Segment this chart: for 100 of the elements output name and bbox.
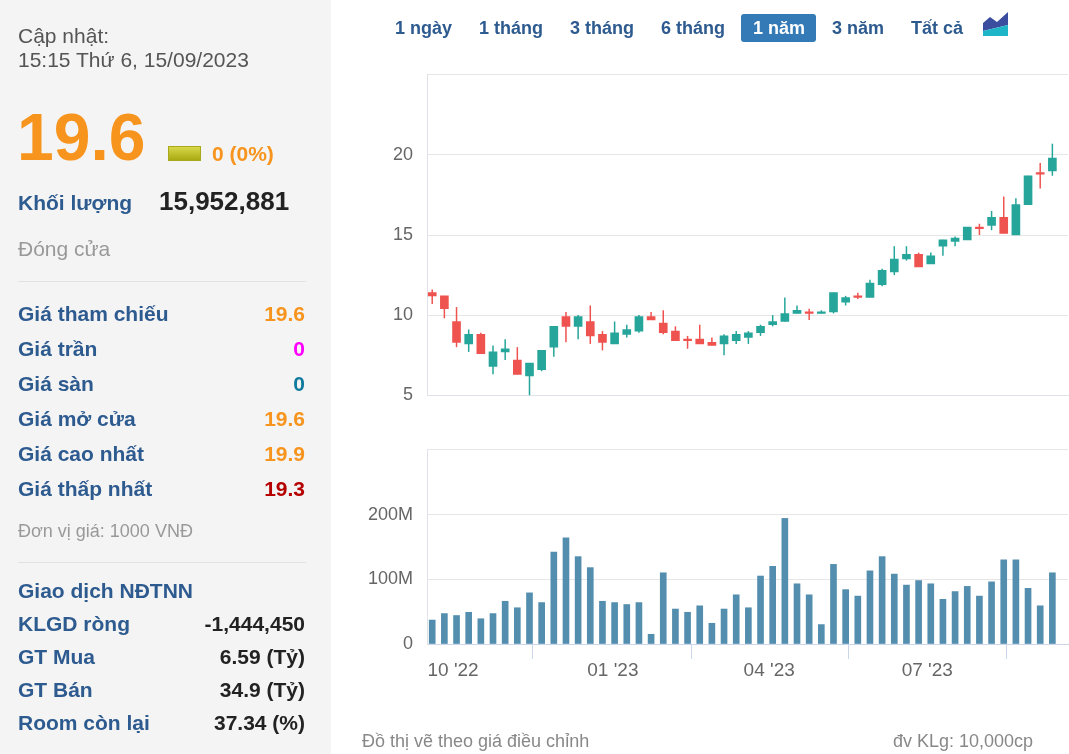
- text: Giá tham chiếu: [18, 301, 169, 325]
- bar: [586, 567, 594, 644]
- bar: [659, 572, 667, 644]
- candlestick: [573, 314, 583, 340]
- candlestick: [610, 320, 619, 345]
- bar: [793, 583, 801, 644]
- bar: [1024, 588, 1032, 644]
- bar: [672, 608, 679, 644]
- bar: [842, 589, 849, 644]
- candlestick: [889, 245, 899, 276]
- text: 6 tháng: [661, 18, 726, 38]
- candlestick: [598, 330, 607, 352]
- text: 6.59 (Tỷ): [219, 644, 305, 668]
- candlestick: [500, 338, 510, 361]
- candlestick: [464, 328, 474, 353]
- text: 19.9: [264, 441, 305, 465]
- bar: [562, 537, 570, 644]
- bar: [976, 595, 983, 644]
- bar: [878, 556, 886, 644]
- bar: [963, 586, 971, 644]
- candlestick: [1035, 162, 1045, 190]
- bar: [988, 581, 995, 644]
- bar: [514, 607, 521, 644]
- bar: [951, 591, 959, 644]
- y-tick-label: 200M: [367, 503, 413, 524]
- x-tick-label: 04 '23: [743, 658, 795, 680]
- candlestick: [427, 288, 437, 305]
- y-tick-label: 10: [392, 304, 413, 325]
- bar: [441, 613, 448, 644]
- text: đv KLg: 10,000cp: [892, 731, 1033, 751]
- candlestick: [658, 309, 668, 336]
- text: Tất cả: [911, 18, 964, 38]
- bar: [611, 602, 618, 644]
- text: GT Mua: [18, 644, 95, 668]
- bar: [574, 556, 582, 644]
- bar: [635, 602, 643, 644]
- text: 3 tháng: [570, 18, 635, 38]
- candlestick: [476, 331, 486, 355]
- text: Giao dịch NĐTNN: [18, 578, 194, 602]
- text: Đóng cửa: [18, 236, 111, 260]
- bar: [477, 618, 485, 644]
- candlestick: [987, 210, 996, 231]
- bar: [854, 595, 862, 644]
- bar: [745, 607, 752, 644]
- text: 1 ngày: [395, 18, 453, 38]
- y-tick-label: 100M: [367, 568, 413, 589]
- bar: [769, 565, 777, 644]
- text: Giá mở cửa: [18, 406, 136, 430]
- bar: [818, 624, 825, 644]
- text: Giá trần: [18, 336, 98, 360]
- bar: [538, 602, 545, 644]
- text: Khối lượng: [18, 190, 133, 214]
- bar: [903, 584, 910, 644]
- text: -1,444,450: [204, 611, 305, 635]
- candlestick: [513, 346, 522, 376]
- candlestick: [488, 344, 498, 376]
- bar: [1000, 559, 1008, 644]
- y-tick-label: 0: [402, 632, 413, 653]
- candlestick: [695, 323, 705, 345]
- text: 37.34 (%): [213, 710, 305, 734]
- text: Đơn vị giá: 1000 VNĐ: [18, 521, 193, 541]
- text: KLGD ròng: [18, 611, 130, 635]
- bar: [489, 613, 497, 644]
- bar: [720, 608, 728, 644]
- bar: [732, 594, 740, 644]
- candlestick: [549, 325, 559, 358]
- text: 15:15 Thứ 6, 15/09/2023: [18, 47, 249, 71]
- candlestick: [452, 306, 461, 348]
- candlestick: [561, 311, 571, 344]
- y-tick-label: 15: [392, 223, 413, 244]
- bar: [939, 599, 947, 644]
- text: Room còn lại: [18, 710, 150, 734]
- bar: [866, 570, 874, 644]
- bar: [781, 518, 789, 644]
- x-tick-label: 07 '23: [901, 658, 953, 680]
- bar: [696, 605, 704, 644]
- bar: [1012, 559, 1020, 644]
- bar: [453, 615, 460, 644]
- text: Cập nhật:: [18, 23, 110, 47]
- bar: [526, 592, 533, 644]
- candlestick: [780, 296, 790, 323]
- text: 19.6: [264, 406, 305, 430]
- bar: [757, 575, 764, 644]
- text: Đồ thị vẽ theo giá điều chỉnh: [362, 731, 590, 751]
- bar: [890, 573, 898, 644]
- text: Giá sàn: [18, 371, 94, 395]
- bar: [623, 604, 631, 644]
- candlestick: [585, 304, 595, 345]
- text: 3 năm: [832, 18, 885, 38]
- text: 19.6: [17, 100, 146, 174]
- candlestick: [1048, 142, 1057, 177]
- text: 19.3: [264, 476, 305, 500]
- text: 15,952,881: [159, 186, 290, 216]
- bar: [708, 622, 716, 644]
- bar: [927, 583, 935, 644]
- y-tick-label: 20: [392, 143, 413, 164]
- bar: [465, 611, 473, 644]
- bar: [501, 600, 509, 644]
- text: 0: [293, 371, 305, 395]
- text: 0: [293, 336, 305, 360]
